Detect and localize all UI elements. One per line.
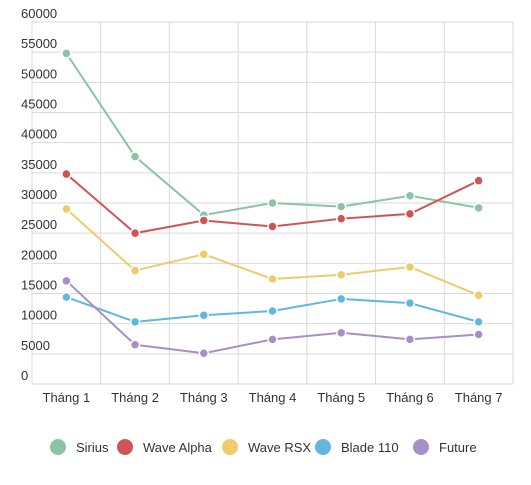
y-tick-label: 40000 <box>21 127 57 142</box>
legend-label: Future <box>439 440 477 455</box>
legend-item[interactable]: Blade 110 <box>315 439 399 455</box>
data-point-future[interactable] <box>267 334 278 345</box>
legend-swatch <box>50 439 66 455</box>
legend-swatch <box>315 439 331 455</box>
legend-label: Wave Alpha <box>143 440 213 455</box>
data-point-wave-alpha[interactable] <box>198 215 210 226</box>
x-axis: Tháng 1 Tháng 2 Tháng 3 Tháng 4 Tháng 5 Tháng… <box>43 390 503 405</box>
data-point-wave-rsx[interactable] <box>335 269 347 281</box>
legend: Sirius Wave Alpha Wave RSX Blade 110 Future <box>50 439 477 455</box>
data-point-future[interactable] <box>404 334 416 345</box>
data-point-future[interactable] <box>335 327 347 338</box>
legend-label: Sirius <box>76 440 109 455</box>
data-point-future[interactable] <box>61 275 72 287</box>
y-axis: 0 5000 10000 15000 20000 25000 30000 35000 40000… <box>21 6 57 383</box>
data-point-sirius[interactable] <box>404 190 416 202</box>
legend-label: Wave RSX <box>248 440 311 455</box>
data-point-blade-110[interactable] <box>198 309 210 321</box>
legend-item[interactable]: Wave RSX <box>222 439 311 455</box>
y-tick-label: 25000 <box>21 217 57 232</box>
x-tick-label: Tháng 2 <box>111 390 159 405</box>
y-tick-label: 20000 <box>21 247 57 262</box>
data-point-wave-rsx[interactable] <box>198 249 210 260</box>
data-point-sirius[interactable] <box>267 197 278 209</box>
data-point-blade-110[interactable] <box>61 291 72 303</box>
data-point-sirius[interactable] <box>335 201 347 212</box>
y-tick-label: 50000 <box>21 66 57 81</box>
legend-swatch <box>222 439 238 455</box>
data-point-blade-110[interactable] <box>404 297 416 309</box>
y-tick-label: 60000 <box>21 6 57 21</box>
data-point-wave-alpha[interactable] <box>404 208 416 220</box>
legend-item[interactable]: Wave Alpha <box>117 439 213 455</box>
legend-item[interactable]: Sirius <box>50 439 109 455</box>
data-point-future[interactable] <box>129 339 141 351</box>
data-point-wave-alpha[interactable] <box>267 221 278 232</box>
data-point-wave-alpha[interactable] <box>473 175 484 186</box>
y-tick-label: 45000 <box>21 97 57 112</box>
data-point-wave-rsx[interactable] <box>129 265 141 276</box>
x-tick-label: Tháng 4 <box>249 390 297 405</box>
series-points <box>61 48 484 359</box>
data-point-future[interactable] <box>473 329 484 340</box>
y-tick-label: 0 <box>21 368 28 383</box>
x-tick-label: Tháng 1 <box>43 390 91 405</box>
data-point-blade-110[interactable] <box>335 293 347 305</box>
grid-lines <box>31 21 514 385</box>
data-point-sirius[interactable] <box>129 151 141 162</box>
data-point-wave-alpha[interactable] <box>129 227 141 239</box>
data-point-wave-rsx[interactable] <box>473 290 484 301</box>
legend-swatch <box>117 439 133 455</box>
data-point-future[interactable] <box>198 347 210 359</box>
data-point-wave-rsx[interactable] <box>404 261 416 273</box>
y-tick-label: 5000 <box>21 338 50 353</box>
y-tick-label: 10000 <box>21 308 57 323</box>
series-line-sirius <box>65 52 479 217</box>
x-tick-label: Tháng 3 <box>180 390 228 405</box>
data-point-wave-rsx[interactable] <box>267 273 278 285</box>
data-point-sirius[interactable] <box>473 202 484 214</box>
y-tick-label: 15000 <box>21 278 57 293</box>
x-tick-label: Tháng 7 <box>455 390 503 405</box>
data-point-blade-110[interactable] <box>473 316 484 328</box>
y-tick-label: 55000 <box>21 36 57 51</box>
data-point-wave-alpha[interactable] <box>335 213 347 224</box>
data-point-wave-alpha[interactable] <box>61 168 72 180</box>
legend-swatch <box>413 439 429 455</box>
x-tick-label: Tháng 5 <box>317 390 365 405</box>
data-point-sirius[interactable] <box>61 48 72 59</box>
data-point-blade-110[interactable] <box>129 316 141 328</box>
data-point-blade-110[interactable] <box>267 305 278 317</box>
y-tick-label: 30000 <box>21 187 57 202</box>
y-tick-label: 35000 <box>21 157 57 172</box>
x-tick-label: Tháng 6 <box>386 390 434 405</box>
data-point-wave-rsx[interactable] <box>61 203 72 215</box>
legend-item[interactable]: Future <box>413 439 477 455</box>
legend-label: Blade 110 <box>341 440 399 455</box>
